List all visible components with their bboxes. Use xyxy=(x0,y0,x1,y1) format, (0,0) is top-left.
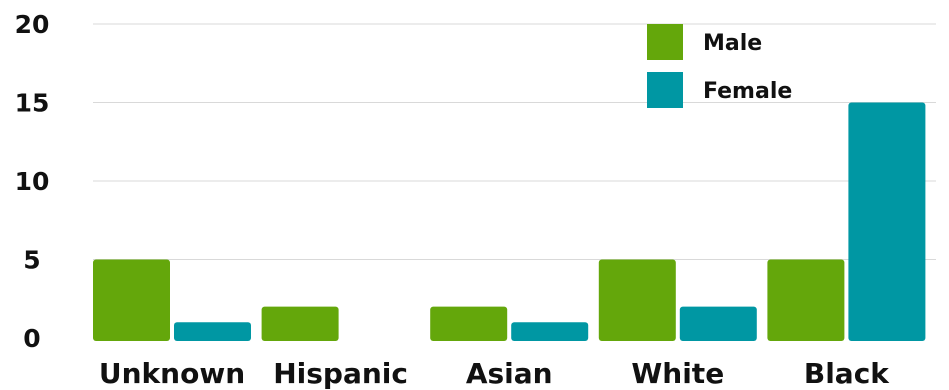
bar-male-hispanic xyxy=(261,306,339,341)
y-axis: 0 5 10 15 20 xyxy=(15,10,50,353)
legend-label-male: Male xyxy=(703,31,762,56)
x-axis: Unknown Hispanic Asian White Black xyxy=(99,357,890,390)
x-tick-label-unknown: Unknown xyxy=(99,357,245,390)
y-tick-label: 5 xyxy=(23,246,40,275)
y-tick-label: 10 xyxy=(15,167,50,196)
x-tick-label-asian: Asian xyxy=(466,357,553,390)
bar-female-black xyxy=(848,102,926,341)
legend-label-female: Female xyxy=(703,79,792,104)
bar-female-asian xyxy=(511,322,589,341)
bar-female-unknown xyxy=(174,322,251,341)
x-tick-label-hispanic: Hispanic xyxy=(273,357,408,390)
bar-male-unknown xyxy=(93,259,170,341)
bar-female-white xyxy=(679,306,757,341)
legend-swatch-female xyxy=(647,72,683,108)
bar-male-black xyxy=(767,259,845,341)
x-tick-label-white: White xyxy=(631,357,724,390)
x-tick-label-black: Black xyxy=(804,357,890,390)
y-tick-label: 20 xyxy=(15,10,50,39)
bar-male-asian xyxy=(430,306,508,341)
legend-swatch-male xyxy=(647,24,683,60)
y-tick-label: 15 xyxy=(15,89,50,118)
legend: Male Female xyxy=(647,24,792,108)
bars xyxy=(93,102,926,341)
bar-male-white xyxy=(598,259,676,341)
y-tick-label: 0 xyxy=(23,324,40,353)
gridlines xyxy=(93,23,936,260)
